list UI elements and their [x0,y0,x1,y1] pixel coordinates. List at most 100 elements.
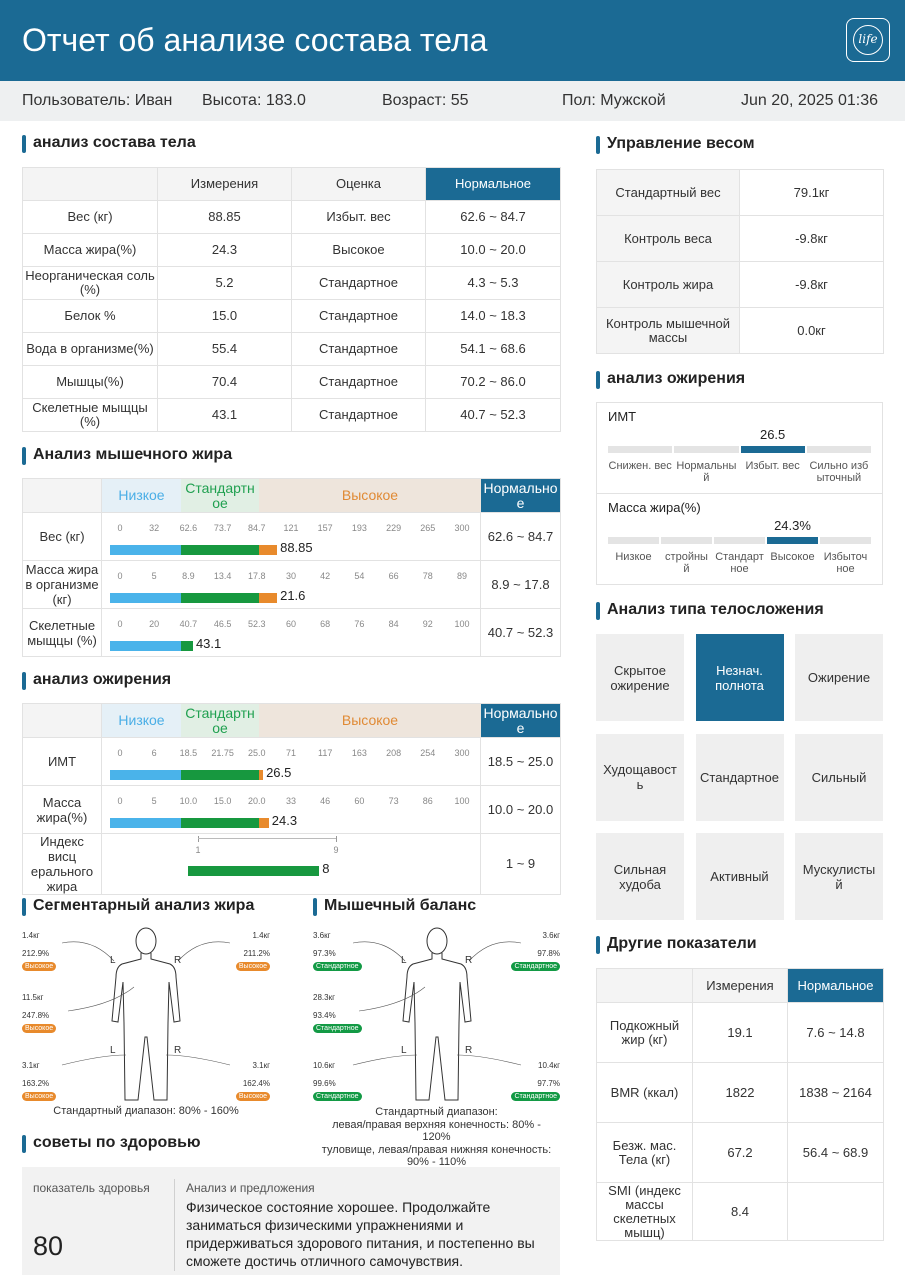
composition-cell-normal: 54.1 ~ 68.6 [425,332,561,366]
scale-tick-label: 0 [117,796,123,806]
scale-tick-label: 42 [320,571,331,581]
bar-fill-high [259,545,278,555]
ra-weight: 3.6кг [542,931,560,940]
section-title-segmental-fat: Сегментарный анализ жира [22,897,254,916]
scale-tick-label: 0 [117,619,123,629]
scale-tick-label: 33 [285,796,297,806]
composition-cell-normal: 40.7 ~ 52.3 [425,398,561,432]
bar-row-label: Скелетные мыщцы (%) [22,608,102,657]
bar-row-label: ИМТ [22,737,102,786]
composition-cell-grade: Стандартное [291,332,426,366]
ob-header-zones: Низкое Стандартн ое Высокое [101,703,481,738]
scale-tick [198,836,199,842]
scale-tick-label: 300 [454,523,470,533]
scale-tick-label: 6 [151,748,157,758]
bar-cell: 0 32 62.6 73.7 84.7 121 157 193 229 265 300 88.85 [101,512,481,561]
composition-cell-measure: 88.85 [157,200,292,234]
ob-label-low: Низкое [102,704,181,737]
rl-status-badge: Стандартное [511,1092,560,1101]
composition-row: Масса жира(%) 24.3 Высокое 10.0 ~ 20.0 [22,233,561,267]
bar-fill-std [188,866,320,876]
mf-header-empty [22,478,102,513]
gauge-category-label: Сильно изб ыточный [809,460,869,484]
scale-tick-label: 68 [320,619,331,629]
scale-tick-label: 30 [285,571,297,581]
bar-row-normal: 8.9 ~ 17.8 [480,560,561,609]
gauge-segment [806,446,871,453]
gauge-value: 26.5 [759,427,786,442]
bar-fill-low [110,770,181,780]
life-logo: life [846,18,890,62]
bar-value: 24.3 [271,813,298,828]
obesity-gauge-box: ИМТ Снижен. вес Нормальны й Избыт. вес Силь… [596,402,883,585]
section-title-muscle-balance: Мышечный баланс [313,897,476,916]
composition-cell-name: Скелетные мыщцы (%) [22,398,158,432]
ll-status-badge: Высокое [22,1092,57,1101]
composition-cell-normal: 14.0 ~ 18.3 [425,299,561,333]
bar-value: 21.6 [280,588,306,603]
weight-row-value: -9.8кг [739,261,884,308]
ob-label-high: Высокое [259,704,481,737]
la-status-badge: Стандартное [313,962,362,971]
scale-line [198,838,336,839]
mf-label-std: Стандартн ое [181,479,259,512]
composition-cell-grade: Стандартное [291,299,426,333]
scale-tick-label: 18.5 [179,748,198,758]
side-label-l: L [110,1045,116,1056]
scale-tick-label: 84 [388,619,399,629]
composition-cell-measure: 43.1 [157,398,292,432]
bar-row: Масса жира в организме (кг) 0 5 8.9 13.4 17.8… [22,560,561,609]
ob-header-normal: Нормально е [480,703,561,738]
scale-tick-label: 0 [117,748,123,758]
scale-tick-label: 20 [149,619,160,629]
body-type-tile: Мускулисты й [795,833,883,920]
gauge-category-label: Нормальны й [676,460,737,484]
rl-weight: 10.4кг [538,1061,560,1070]
bar-fill-low [110,818,181,828]
body-type-tile: Сильная худоба [596,833,684,920]
bar-row: Вес (кг) 0 32 62.6 73.7 84.7 121 157 193 229 265 30… [22,512,561,561]
other-cell-label: SMI (индекс массы скелетных мышц) [596,1182,693,1241]
composition-cell-measure: 70.4 [157,365,292,399]
bar-row: ИМТ 0 6 18.5 21.75 25.0 71 117 163 208 254 300 26.5 1… [22,737,561,786]
scale-tick-label: 21.75 [211,748,234,758]
other-cell-measure: 67.2 [692,1122,788,1183]
tr-percent: 93.4% [313,1011,336,1020]
other-cell-normal: 1838 ~ 2164 [787,1062,884,1123]
la-status-badge: Высокое [22,962,57,971]
health-advice-text: Физическое состояние хорошее. Продолжайт… [186,1199,535,1269]
body-type-tile: Активный [695,833,784,920]
scale-tick-label: 32 [149,523,160,533]
scale-tick-label: 0 [117,571,123,581]
section-title-obesity-bars: анализ ожирения [22,671,171,690]
scale-tick-label: 76 [354,619,365,629]
la-weight: 3.6кг [313,931,331,940]
health-advice-box: показатель здоровья 80 Анализ и предложе… [22,1167,560,1275]
scale-tick-label: 13.4 [213,571,232,581]
body-silhouette-icon [352,927,522,1101]
scale-tick-label: 46.5 [213,619,232,629]
weight-row-label: Стандартный вес [596,169,740,216]
scale-tick-label: 265 [420,523,436,533]
other-header-measure: Измерения [692,968,788,1003]
section-title-other: Другие показатели [596,935,757,954]
user-height: Высота: 183.0 [202,92,306,109]
other-row: Подкожный жир (кг) 19.1 7.6 ~ 14.8 [596,1002,884,1063]
tr-status-badge: Высокое [22,1024,57,1033]
composition-cell-normal: 4.3 ~ 5.3 [425,266,561,300]
side-label-r: R [174,955,182,966]
composition-row: Мышцы(%) 70.4 Стандартное 70.2 ~ 86.0 [22,365,561,399]
section-title-body-type: Анализ типа телосложения [596,601,824,620]
muscle-fat-table: Низкое Стандартн ое Высокое Нормально е … [22,478,561,657]
body-type-tile: Стандартное [695,733,784,821]
composition-row: Скелетные мыщцы (%) 43.1 Стандартное 40.7 ~… [22,398,561,432]
ll-status-badge: Стандартное [313,1092,362,1101]
composition-cell-name: Вода в организме(%) [22,332,158,366]
ob-header-empty [22,703,102,738]
mb-note-line-4: туловище, левая/правая нижняя конечность… [321,1143,552,1156]
other-header-normal: Нормальное [787,968,884,1003]
scale-tick-label: 300 [454,748,470,758]
la-percent: 212.9% [22,949,50,958]
bar-row-normal: 1 ~ 9 [480,833,561,895]
side-label-l: L [401,1045,407,1056]
